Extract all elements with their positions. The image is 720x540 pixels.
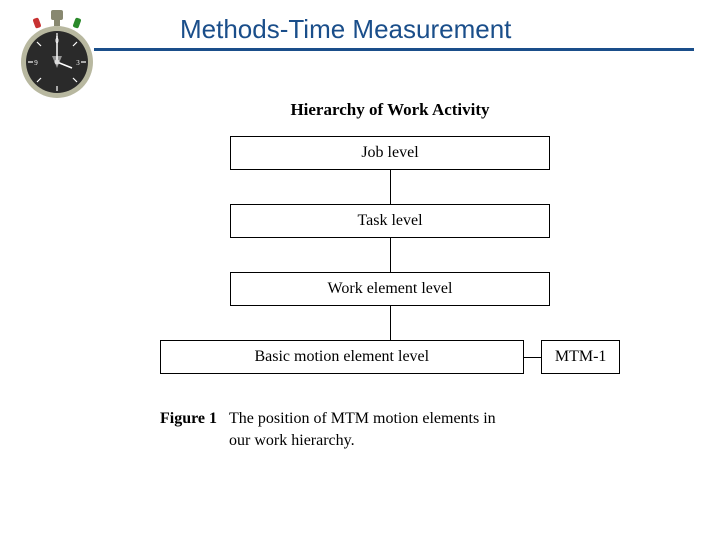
hierarchy-title: Hierarchy of Work Activity <box>160 100 620 120</box>
connector-horizontal <box>524 357 542 358</box>
connector <box>390 306 391 340</box>
box-work-element-level: Work element level <box>230 272 550 306</box>
box-job-level: Job level <box>230 136 550 170</box>
connector <box>390 238 391 272</box>
figure-caption: Figure 1 The position of MTM motion elem… <box>160 408 620 451</box>
box-basic-motion-level: Basic motion element level <box>160 340 524 374</box>
page-title: Methods-Time Measurement <box>180 14 511 45</box>
caption-label: Figure 1 <box>160 408 217 451</box>
svg-text:3: 3 <box>76 59 80 67</box>
hierarchy-diagram: Hierarchy of Work Activity Job level Tas… <box>160 100 620 451</box>
slide-header: 0 9 3 Methods-Time Measurement <box>0 0 720 90</box>
caption-text: The position of MTM motion elements in o… <box>229 408 519 451</box>
bottom-row: Basic motion element level MTM-1 <box>160 340 620 374</box>
title-underline <box>94 48 694 51</box>
stopwatch-icon: 0 9 3 <box>18 8 96 105</box>
svg-text:9: 9 <box>34 59 38 67</box>
box-task-level: Task level <box>230 204 550 238</box>
box-mtm1: MTM-1 <box>541 340 620 374</box>
connector <box>390 170 391 204</box>
